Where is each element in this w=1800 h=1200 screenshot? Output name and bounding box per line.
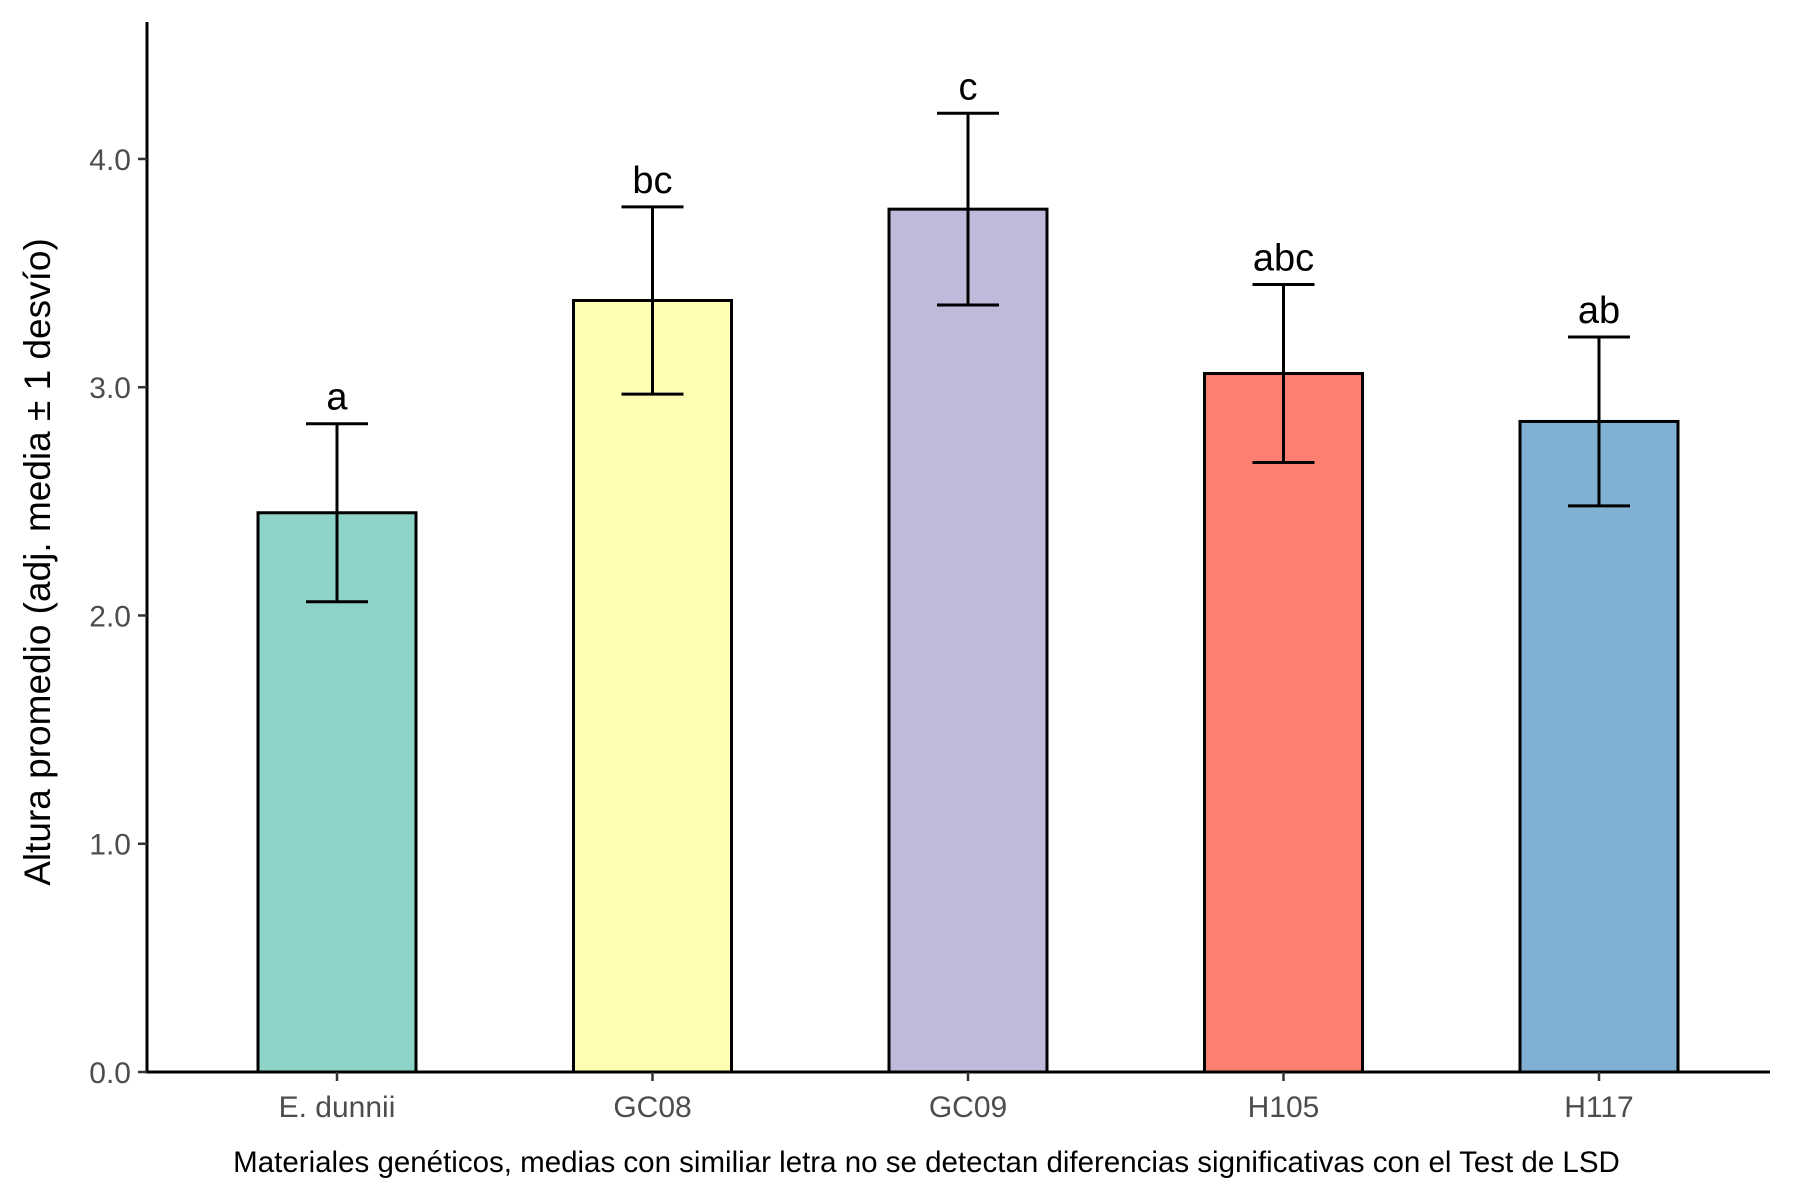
bar-e-dunnii	[256, 511, 418, 1074]
y-tick-label: 3.0	[89, 372, 131, 405]
x-tick-label: H105	[1248, 1091, 1320, 1124]
y-tick-label: 1.0	[89, 829, 131, 862]
x-ticks-layer: E. dunnii GC08 GC09 H105 H117	[279, 1072, 1634, 1124]
y-tick-label: 2.0	[89, 600, 131, 633]
y-tick-label: 4.0	[89, 144, 131, 177]
significance-label: bc	[632, 160, 672, 202]
bar-h105	[1203, 372, 1364, 1074]
significance-label: ab	[1578, 290, 1620, 332]
y-ticks-layer: 0.0 1.0 2.0 3.0 4.0	[89, 144, 147, 1090]
x-axis-title: Materiales genéticos, medias con similia…	[233, 1146, 1620, 1179]
x-tick-label: GC08	[613, 1091, 691, 1124]
y-tick-label: 0.0	[89, 1057, 131, 1090]
error-bar-gc09	[937, 111, 999, 307]
bar-gc09	[887, 207, 1049, 1074]
x-tick-label: H117	[1564, 1091, 1634, 1124]
error-bars-layer	[306, 111, 1630, 604]
bars-layer	[256, 207, 1680, 1074]
y-axis-title: Altura promedio (adj. media ± 1 desvío)	[17, 238, 58, 886]
error-bar-e-dunnii	[306, 422, 368, 604]
significance-label: a	[326, 377, 348, 419]
axes-layer	[145, 22, 1770, 1074]
error-bar-gc08	[621, 205, 684, 396]
error-bar-h117	[1568, 335, 1630, 508]
significance-label: c	[959, 66, 978, 108]
significance-label: abc	[1253, 238, 1314, 280]
error-bar-h105	[1252, 283, 1315, 465]
bar-gc08	[572, 298, 733, 1074]
x-tick-label: E. dunnii	[279, 1091, 396, 1124]
bar-h117	[1518, 419, 1680, 1074]
x-tick-label: GC09	[929, 1091, 1007, 1124]
